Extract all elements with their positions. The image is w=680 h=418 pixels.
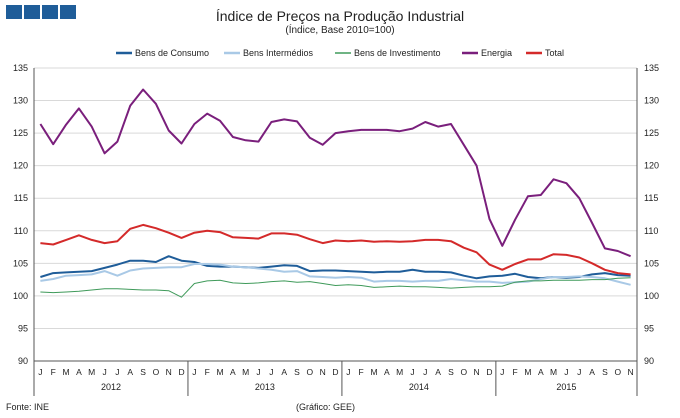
credit-note: (Gráfico: GEE) bbox=[296, 402, 356, 412]
legend-label-total: Total bbox=[545, 48, 564, 58]
x-tick-month: S bbox=[448, 367, 454, 377]
x-tick-month: J bbox=[38, 367, 42, 377]
x-tick-month: F bbox=[359, 367, 364, 377]
y-tick-left-120: 120 bbox=[13, 161, 28, 171]
x-tick-month: J bbox=[500, 367, 504, 377]
y-tick-right-110: 110 bbox=[644, 226, 658, 236]
chart-title: Índice de Preços na Produção Industrial bbox=[215, 8, 465, 24]
y-tick-right-120: 120 bbox=[644, 161, 659, 171]
x-tick-month: F bbox=[513, 367, 518, 377]
x-tick-month: S bbox=[602, 367, 608, 377]
x-tick-month: J bbox=[115, 367, 119, 377]
series-line-energia bbox=[39, 88, 631, 258]
x-tick-month: J bbox=[269, 367, 273, 377]
x-tick-month: S bbox=[294, 367, 300, 377]
series-lines bbox=[39, 88, 631, 298]
x-tick-month: J bbox=[102, 367, 106, 377]
x-tick-month: O bbox=[307, 367, 314, 377]
y-tick-left-105: 105 bbox=[13, 258, 28, 268]
legend: Bens de Consumo Bens Intermédios Bens de I… bbox=[116, 48, 564, 58]
x-tick-month: A bbox=[281, 367, 287, 377]
y-tick-left-90: 90 bbox=[18, 356, 28, 366]
legend-label-bens-intermedios: Bens Intermédios bbox=[243, 48, 314, 58]
x-tick-month: M bbox=[88, 367, 95, 377]
x-tick-month: M bbox=[524, 367, 531, 377]
chart-subtitle: (Índice, Base 2010=100) bbox=[285, 25, 395, 36]
logo-block-3 bbox=[42, 5, 58, 19]
x-tick-month: A bbox=[538, 367, 544, 377]
x-tick-month: M bbox=[242, 367, 249, 377]
x-tick-month: N bbox=[166, 367, 172, 377]
x-tick-month: A bbox=[384, 367, 390, 377]
x-tick-month: O bbox=[460, 367, 467, 377]
x-tick-month: F bbox=[51, 367, 56, 377]
x-tick-year-2015: 2015 bbox=[556, 382, 576, 392]
y-tick-right-130: 130 bbox=[644, 96, 659, 106]
series-line-bens-de-investimento bbox=[40, 277, 631, 298]
x-tick-year-2014: 2014 bbox=[409, 382, 429, 392]
y-tick-left-125: 125 bbox=[13, 128, 28, 138]
x-tick-month: J bbox=[346, 367, 350, 377]
y-tick-right-105: 105 bbox=[644, 258, 659, 268]
x-tick-month: A bbox=[435, 367, 441, 377]
series-line-total bbox=[40, 223, 631, 276]
y-tick-right-125: 125 bbox=[644, 128, 659, 138]
x-tick-month: A bbox=[230, 367, 236, 377]
x-tick-month: A bbox=[76, 367, 82, 377]
logo-block-4 bbox=[60, 5, 76, 19]
grid-lines bbox=[34, 67, 637, 329]
legend-label-bens-de-consumo: Bens de Consumo bbox=[135, 48, 209, 58]
series-line-bens-de-consumo bbox=[40, 255, 631, 280]
x-tick-month: J bbox=[423, 367, 427, 377]
y-tick-left-100: 100 bbox=[13, 291, 28, 301]
x-tick-month: J bbox=[564, 367, 568, 377]
x-tick-month: D bbox=[332, 367, 338, 377]
x-tick-month: M bbox=[216, 367, 223, 377]
legend-label-bens-de-investimento: Bens de Investimento bbox=[354, 48, 441, 58]
y-tick-left-95: 95 bbox=[18, 323, 28, 333]
x-tick-month: M bbox=[550, 367, 557, 377]
y-tick-left-115: 115 bbox=[14, 193, 28, 203]
source-note: Fonte: INE bbox=[6, 402, 50, 412]
y-tick-left-135: 135 bbox=[13, 63, 28, 73]
x-tick-month: M bbox=[396, 367, 403, 377]
x-tick-month: J bbox=[577, 367, 581, 377]
logo-block-1 bbox=[6, 5, 22, 19]
y-tick-right-115: 115 bbox=[644, 193, 658, 203]
x-tick-month: O bbox=[153, 367, 160, 377]
y-tick-left-130: 130 bbox=[13, 96, 28, 106]
x-tick-month: N bbox=[474, 367, 480, 377]
axes bbox=[33, 68, 638, 396]
x-tick-year-2012: 2012 bbox=[101, 382, 121, 392]
x-tick-month: J bbox=[410, 367, 414, 377]
y-tick-right-100: 100 bbox=[644, 291, 659, 301]
y-tick-right-90: 90 bbox=[644, 356, 654, 366]
x-tick-year-2013: 2013 bbox=[255, 382, 275, 392]
y-axis-left-ticks: 90 95 100 105 110 115 120 125 130 135 bbox=[13, 63, 28, 366]
x-tick-month: N bbox=[320, 367, 326, 377]
x-tick-month: J bbox=[256, 367, 260, 377]
x-tick-month: O bbox=[614, 367, 621, 377]
logo-block-2 bbox=[24, 5, 40, 19]
x-tick-month: N bbox=[628, 367, 634, 377]
series-line-bens-intermedios bbox=[40, 263, 631, 286]
x-tick-month: D bbox=[178, 367, 184, 377]
x-tick-month: M bbox=[63, 367, 70, 377]
legend-label-energia: Energia bbox=[481, 48, 512, 58]
x-tick-month: S bbox=[140, 367, 146, 377]
x-tick-month: J bbox=[192, 367, 196, 377]
x-tick-month: A bbox=[589, 367, 595, 377]
x-tick-month: A bbox=[127, 367, 133, 377]
x-tick-month: M bbox=[370, 367, 377, 377]
y-tick-right-95: 95 bbox=[644, 323, 654, 333]
x-tick-month: F bbox=[205, 367, 210, 377]
x-tick-month: D bbox=[486, 367, 492, 377]
y-tick-right-135: 135 bbox=[644, 63, 659, 73]
y-tick-left-110: 110 bbox=[14, 226, 28, 236]
y-axis-right-ticks: 90 95 100 105 110 115 120 125 130 135 bbox=[644, 63, 659, 366]
